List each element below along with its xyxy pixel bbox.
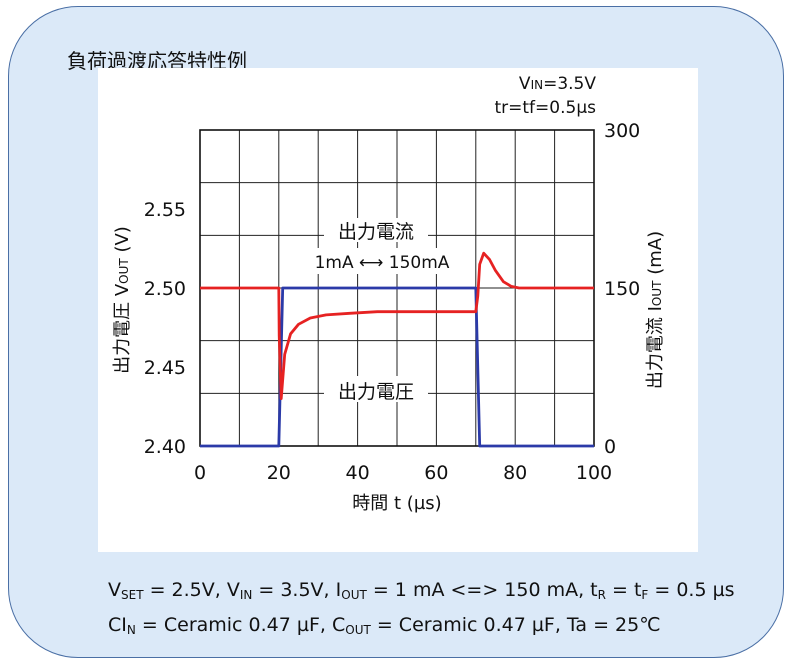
caption-subscript: R	[597, 588, 606, 602]
y-left-axis-label: 出力電圧 VOUT (V)	[112, 226, 133, 374]
caption-subscript: F	[641, 588, 649, 602]
caption-subscript: SET	[121, 588, 144, 602]
vin-condition-label: VIN=3.5V	[519, 74, 596, 94]
y-right-axis-label-part: 出力電流 I	[645, 306, 666, 389]
current-range-label: 1mA ⟷ 150mA	[315, 253, 450, 273]
label-background	[324, 218, 428, 242]
vin-condition-part: V	[519, 74, 531, 94]
y-left-tick-label: 2.55	[144, 199, 186, 221]
chart-panel: 出力電流 1mA ⟷ 150mA 出力電圧 0 20 40 60 80 100 時間 t (µs)…	[98, 68, 698, 552]
y-right-axis-label: 出力電流 IOUT (mA)	[645, 231, 666, 389]
label-background	[296, 248, 468, 274]
y-right-tick-label: 300	[604, 120, 640, 142]
caption-text: = t	[605, 579, 642, 601]
y-right-tick-label: 150	[604, 278, 640, 300]
y-right-axis-label-part: OUT	[650, 280, 664, 306]
vin-condition-part: IN	[531, 78, 544, 92]
y-right-axis-label-part: (mA)	[645, 231, 666, 281]
caption-text: = 1 mA <=> 150 mA, t	[366, 579, 598, 601]
caption-text: CI	[108, 614, 127, 636]
output-voltage-line	[200, 251, 594, 401]
y-left-tick-label: 2.40	[144, 436, 186, 458]
voltage-series-label: 出力電圧	[338, 381, 414, 403]
caption-subscript: IN	[239, 588, 253, 602]
x-tick-label: 80	[503, 462, 527, 484]
current-series-label: 出力電流	[338, 221, 414, 243]
caption-text: = 0.5 µs	[648, 579, 735, 601]
caption-line-1: VSET = 2.5V, VIN = 3.5V, IOUT = 1 mA <=>…	[108, 575, 735, 610]
caption-text: = 3.5V, I	[252, 579, 342, 601]
output-current-line	[200, 286, 594, 448]
caption-line-2: CIN = Ceramic 0.47 µF, COUT = Ceramic 0.…	[108, 610, 735, 645]
caption-text: = 2.5V, V	[143, 579, 240, 601]
y-right-tick-label: 0	[604, 436, 616, 458]
x-tick-label: 20	[267, 462, 291, 484]
y-left-axis-label-part: (V)	[112, 226, 133, 258]
x-axis-label: 時間 t (µs)	[352, 493, 441, 514]
y-left-tick-label: 2.45	[144, 357, 186, 379]
rise-fall-time-label: tr=tf=0.5µs	[494, 98, 596, 118]
label-background	[324, 376, 428, 402]
test-conditions-caption: VSET = 2.5V, VIN = 3.5V, IOUT = 1 mA <=>…	[108, 575, 735, 645]
caption-text: = Ceramic 0.47 µF, C	[135, 614, 346, 636]
caption-subscript: N	[126, 623, 136, 637]
y-left-axis-label-part: OUT	[117, 258, 131, 284]
x-tick-label: 40	[346, 462, 370, 484]
x-tick-label: 0	[194, 462, 206, 484]
y-left-tick-label: 2.50	[144, 278, 186, 300]
caption-text: = Ceramic 0.47 µF, Ta = 25℃	[370, 614, 661, 636]
load-transient-chart: 出力電流 1mA ⟷ 150mA 出力電圧 0 20 40 60 80 100 時間 t (µs)…	[112, 74, 666, 514]
caption-subscript: OUT	[341, 588, 367, 602]
caption-subscript: OUT	[345, 623, 371, 637]
x-tick-label: 100	[576, 462, 612, 484]
y-left-axis-label-part: 出力電圧 V	[112, 283, 133, 374]
vin-condition-part: =3.5V	[543, 74, 596, 94]
caption-text: V	[108, 579, 121, 601]
x-tick-label: 60	[424, 462, 448, 484]
